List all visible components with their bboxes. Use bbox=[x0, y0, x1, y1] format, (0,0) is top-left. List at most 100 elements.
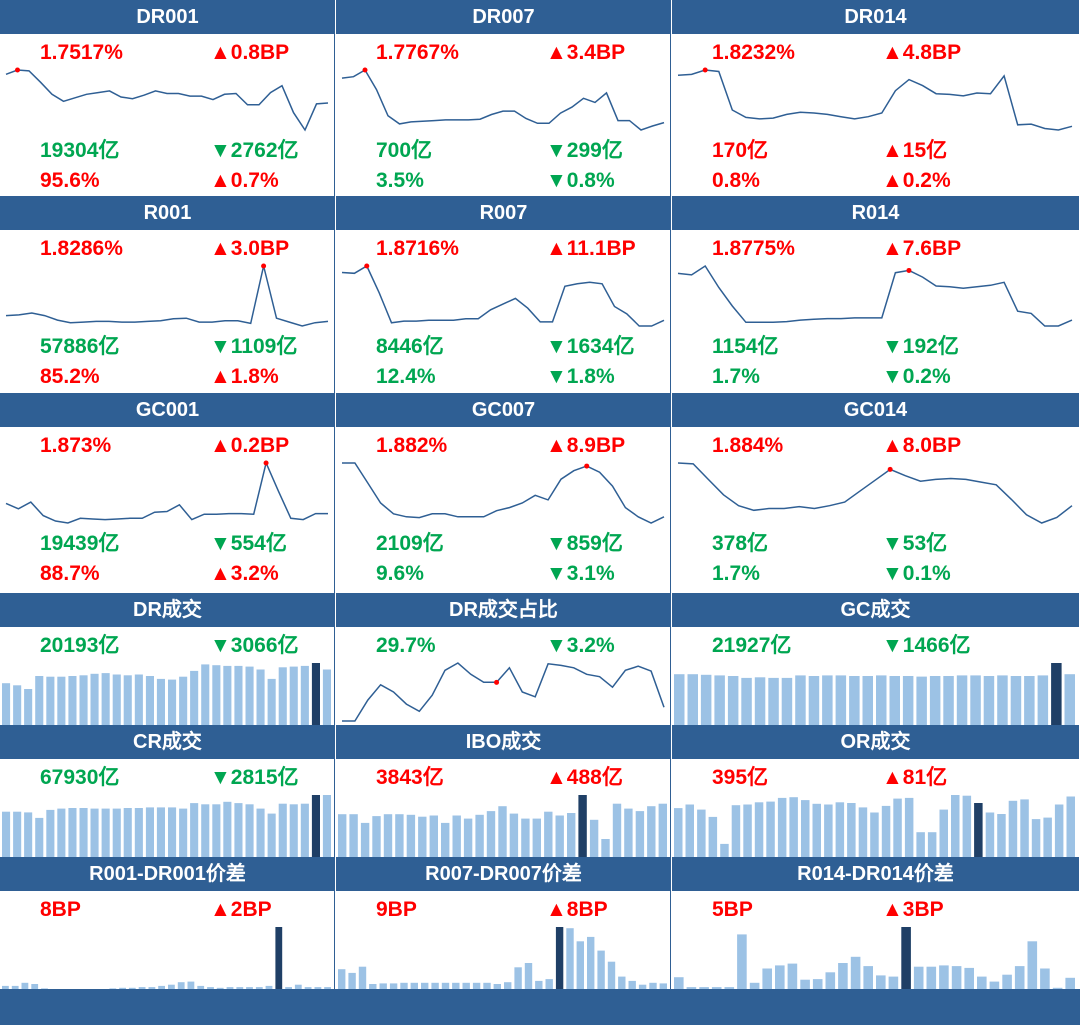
rate-row-change: ▲0.8BP bbox=[210, 41, 290, 64]
bar bbox=[207, 987, 214, 989]
bar bbox=[686, 987, 697, 989]
volume-row-change: ▼1634亿 bbox=[546, 335, 635, 358]
panel-R014-DR014价差: R014-DR014价差 5BP ▲3BP bbox=[672, 857, 1080, 989]
panel-title: R007-DR007价差 bbox=[336, 857, 671, 892]
highlight-marker bbox=[261, 263, 267, 269]
bar bbox=[112, 808, 121, 857]
bar bbox=[148, 987, 156, 989]
bar bbox=[190, 803, 199, 857]
bar bbox=[504, 982, 512, 989]
panel-title: DR007 bbox=[336, 0, 671, 35]
bar bbox=[179, 676, 188, 725]
bar bbox=[498, 806, 507, 857]
highlight-marker bbox=[362, 67, 368, 73]
bar bbox=[358, 966, 367, 989]
bar bbox=[201, 664, 210, 725]
bar bbox=[212, 804, 221, 857]
bar bbox=[475, 814, 484, 857]
bar bbox=[509, 813, 519, 857]
bar bbox=[145, 676, 154, 725]
share-row-change: ▲0.7% bbox=[210, 169, 279, 192]
series-line bbox=[342, 462, 665, 524]
bar bbox=[849, 676, 860, 725]
rate-row-value: 1.7767% bbox=[376, 41, 459, 64]
bar bbox=[737, 934, 747, 989]
chart-4 bbox=[341, 263, 665, 327]
share-row-value: 9.6% bbox=[376, 562, 424, 585]
panel-title: GC成交 bbox=[672, 593, 1079, 628]
panel-DR成交: DR成交 20193亿 ▼3066亿 bbox=[0, 593, 336, 725]
bar bbox=[720, 843, 729, 857]
bar bbox=[768, 677, 779, 725]
bar bbox=[997, 675, 1008, 725]
bar bbox=[79, 808, 88, 857]
rate-row: 5BP ▲3BP bbox=[672, 897, 1079, 923]
share-row: 85.2% ▲1.8% bbox=[0, 364, 335, 390]
bar bbox=[939, 965, 949, 989]
bar bbox=[11, 985, 19, 989]
bar bbox=[245, 666, 254, 725]
bar bbox=[441, 982, 450, 989]
bar bbox=[1040, 968, 1050, 989]
bar bbox=[348, 972, 356, 989]
rate-row-value: 1.8716% bbox=[376, 237, 459, 260]
rate-row-value: 1.8286% bbox=[40, 237, 123, 260]
chart-11 bbox=[674, 663, 1075, 725]
bar bbox=[31, 984, 39, 989]
bar bbox=[901, 927, 911, 989]
bar bbox=[795, 675, 806, 725]
rate-row-value: 67930亿 bbox=[40, 766, 120, 789]
bar bbox=[429, 815, 438, 857]
bar bbox=[1037, 675, 1049, 725]
bar bbox=[1064, 674, 1075, 725]
bar bbox=[964, 967, 974, 989]
rate-row-value: 1.7517% bbox=[40, 41, 123, 64]
bar bbox=[649, 982, 657, 989]
chart-6 bbox=[5, 460, 328, 524]
rate-row-value: 3843亿 bbox=[376, 766, 444, 789]
panel-title: GC014 bbox=[672, 393, 1079, 428]
volume-row-change: ▼2762亿 bbox=[210, 139, 299, 162]
bar bbox=[1066, 796, 1075, 857]
bar bbox=[1043, 817, 1052, 857]
share-row-value: 1.7% bbox=[712, 365, 760, 388]
bar bbox=[2, 683, 11, 725]
volume-row-value: 57886亿 bbox=[40, 335, 120, 358]
panel-GC014: GC014 1.884% ▲8.0BP 378亿 ▼53亿 1.7% ▼0.1% bbox=[672, 393, 1080, 593]
series-line bbox=[677, 69, 1073, 131]
chart-8 bbox=[677, 462, 1073, 524]
rate-row-value: 1.882% bbox=[376, 434, 448, 457]
bar bbox=[1002, 974, 1012, 989]
bar bbox=[223, 665, 232, 725]
bar bbox=[1027, 941, 1038, 989]
bar bbox=[943, 676, 954, 725]
rate-row-change: ▲11.1BP bbox=[546, 237, 636, 260]
bar bbox=[395, 814, 404, 857]
bar bbox=[567, 813, 576, 857]
bar bbox=[514, 967, 522, 989]
bar bbox=[418, 816, 427, 857]
rate-row: 8BP ▲2BP bbox=[0, 897, 335, 923]
bar bbox=[893, 798, 902, 857]
series-line bbox=[341, 68, 665, 131]
bar bbox=[685, 804, 694, 857]
share-row: 0.8% ▲0.2% bbox=[672, 168, 1079, 194]
bar bbox=[223, 801, 232, 857]
bar bbox=[1010, 676, 1022, 725]
bar bbox=[372, 816, 381, 857]
panel-R001: R001 1.8286% ▲3.0BP 57886亿 ▼1109亿 85.2% ▲1.8% bbox=[0, 196, 336, 393]
bar bbox=[168, 807, 177, 857]
rate-row: 1.8232% ▲4.8BP bbox=[672, 40, 1079, 66]
bar bbox=[256, 808, 265, 857]
volume-row-value: 19439亿 bbox=[40, 532, 120, 555]
panel-R007: R007 1.8716% ▲11.1BP 8446亿 ▼1634亿 12.4% ▼1.8% bbox=[336, 196, 672, 393]
rate-row-value: 29.7% bbox=[376, 634, 436, 657]
rate-row: 395亿 ▲81亿 bbox=[672, 765, 1079, 791]
volume-row-value: 170亿 bbox=[712, 139, 769, 162]
rate-row-value: 1.873% bbox=[40, 434, 112, 457]
bar bbox=[177, 982, 185, 989]
bar bbox=[607, 961, 616, 989]
rate-row-change: ▼3.2% bbox=[546, 634, 615, 657]
bar bbox=[727, 676, 739, 725]
bar bbox=[472, 982, 481, 989]
